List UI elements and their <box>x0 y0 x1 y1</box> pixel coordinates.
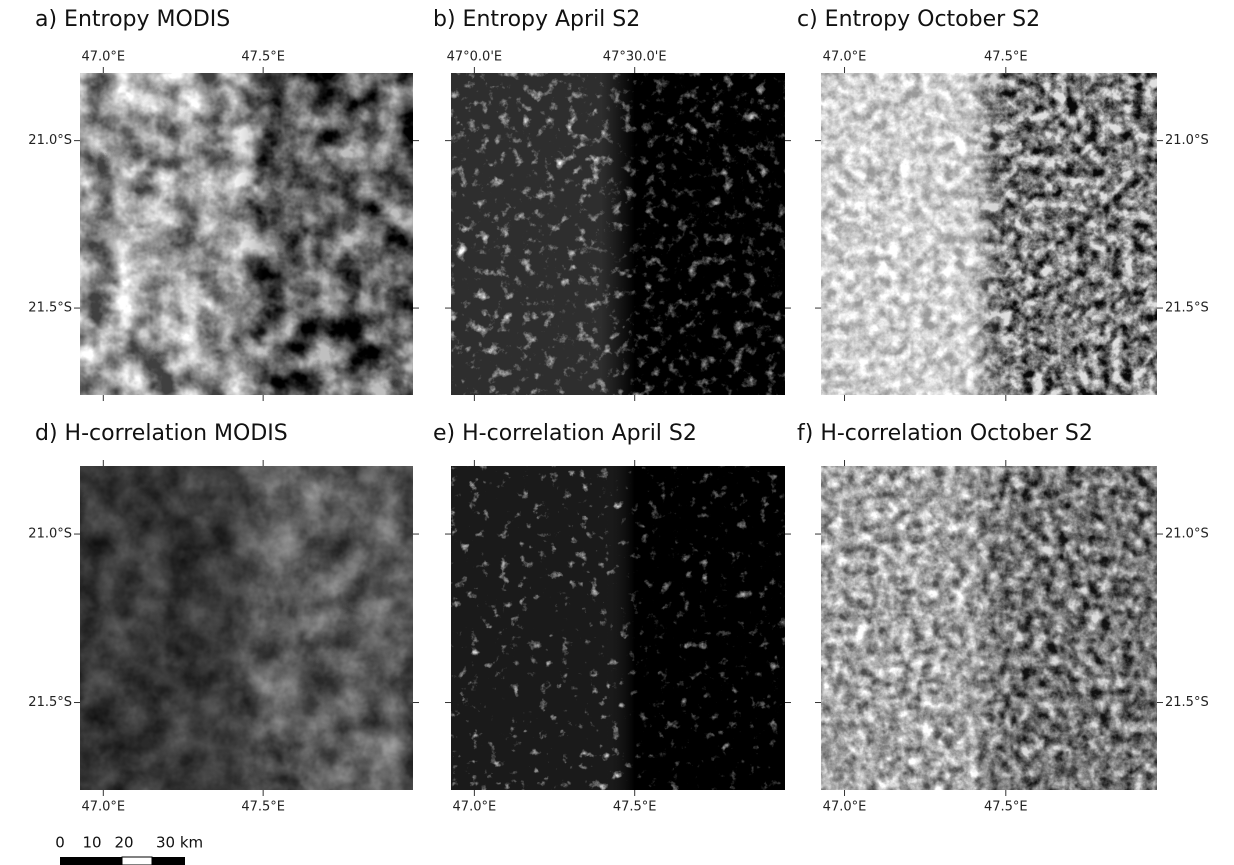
map-panel: a) Entropy MODIS 47.0°E 47.5°E 21.0°S 21.5°S <box>28 7 419 401</box>
lat-label: 21.5°S <box>1165 695 1209 710</box>
panel-title: b) Entropy April S2 <box>433 7 640 32</box>
map-panel: e) H-correlation April S2 47.0°E 47.5°E <box>433 421 791 815</box>
panel-title: d) H-correlation MODIS <box>35 421 288 446</box>
map-panel: b) Entropy April S2 47°0.0'E 47°30.0'E <box>433 7 791 401</box>
lon-label: 47°30.0'E <box>603 50 667 65</box>
map-tone <box>821 73 1157 395</box>
lat-label: 21.5°S <box>28 301 72 316</box>
scale-segment <box>121 856 153 865</box>
scale-segment <box>60 857 122 865</box>
scale-label: 20 <box>114 834 133 852</box>
lat-label: 21.0°S <box>28 527 72 542</box>
lat-label: 21.0°S <box>1165 133 1209 148</box>
panel-title: f) H-correlation October S2 <box>797 421 1093 446</box>
map-tone <box>80 73 413 395</box>
scale-bar: 0 10 20 30 km <box>55 834 203 865</box>
panel-title: e) H-correlation April S2 <box>433 421 697 446</box>
scale-label: 0 <box>55 834 65 852</box>
map-panel: d) H-correlation MODIS 47.0°E 47.5°E 21.0°S… <box>28 421 419 815</box>
lon-label: 47.0°E <box>81 50 125 65</box>
lon-label: 47.5°E <box>241 800 285 815</box>
map-panel: c) Entropy October S2 47.0°E 47.5°E 21.0°S 2… <box>797 7 1209 401</box>
lon-label: 47.0°E <box>81 800 125 815</box>
map-tone <box>821 466 1157 790</box>
lon-label: 47.5°E <box>613 800 657 815</box>
lon-label: 47.0°E <box>823 50 867 65</box>
map-tone <box>80 466 413 790</box>
lon-label: 47.5°E <box>984 800 1028 815</box>
scale-label: 30 km <box>156 834 203 852</box>
scale-segment <box>152 857 185 865</box>
lat-label: 21.0°S <box>28 133 72 148</box>
lon-label: 47.5°E <box>984 50 1028 65</box>
lon-label: 47°0.0'E <box>447 50 503 65</box>
lat-label: 21.5°S <box>28 695 72 710</box>
scale-label: 10 <box>82 834 101 852</box>
lat-label: 21.0°S <box>1165 527 1209 542</box>
panel-title: a) Entropy MODIS <box>35 7 230 32</box>
lon-label: 47.0°E <box>453 800 497 815</box>
map-tone <box>451 466 785 790</box>
lon-label: 47.0°E <box>823 800 867 815</box>
lat-label: 21.5°S <box>1165 301 1209 316</box>
map-tone <box>451 73 785 395</box>
panel-title: c) Entropy October S2 <box>797 7 1040 32</box>
lon-label: 47.5°E <box>241 50 285 65</box>
map-panel: f) H-correlation October S2 47.0°E 47.5°E 2… <box>797 421 1209 815</box>
